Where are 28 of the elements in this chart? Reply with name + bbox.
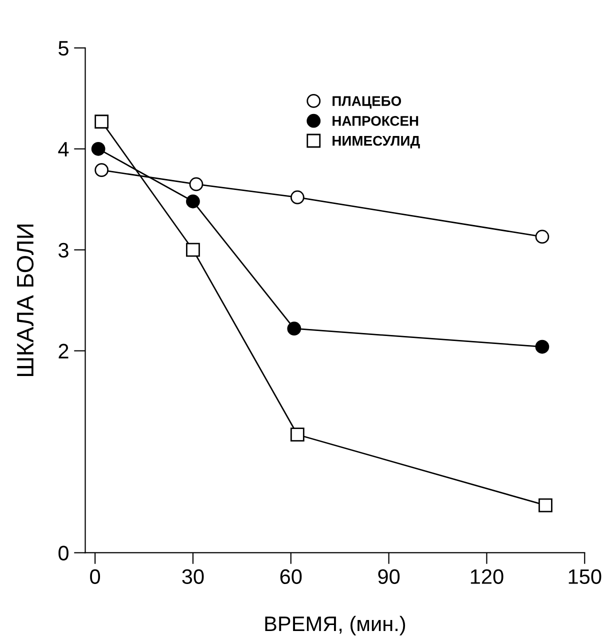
point <box>290 428 304 442</box>
x-tick-label: 120 <box>470 569 504 584</box>
x-tick-label: 90 <box>378 569 400 584</box>
y-tick-label: 5 <box>58 41 68 56</box>
x-tick-label: 0 <box>90 569 100 584</box>
x-axis-title: ВРЕМЯ, (мин.) <box>265 616 406 636</box>
y-tick-label: 4 <box>58 142 69 156</box>
point <box>186 194 200 208</box>
point <box>189 177 204 192</box>
point <box>535 230 550 244</box>
y-tick-label: 2 <box>58 344 68 358</box>
point <box>535 340 550 354</box>
x-tick-label: 150 <box>568 569 602 584</box>
point <box>186 242 200 257</box>
x-tick-label: 30 <box>182 569 204 584</box>
point <box>94 163 109 178</box>
point <box>287 322 302 336</box>
y-tick-label: 0 <box>58 546 68 560</box>
point <box>94 114 109 129</box>
x-tick-label: 60 <box>280 569 302 584</box>
y-axis-title: ШКАЛА БОЛИ <box>16 224 34 376</box>
y-tick-label: 3 <box>58 242 68 258</box>
point <box>538 498 552 512</box>
legend-label: НИМЕСУЛИД <box>332 136 420 148</box>
legend-label: НАПРОКСЕН <box>332 116 418 126</box>
legend-label: ПЛАЦЕБО <box>332 96 402 109</box>
point <box>290 190 304 204</box>
point <box>91 142 106 156</box>
